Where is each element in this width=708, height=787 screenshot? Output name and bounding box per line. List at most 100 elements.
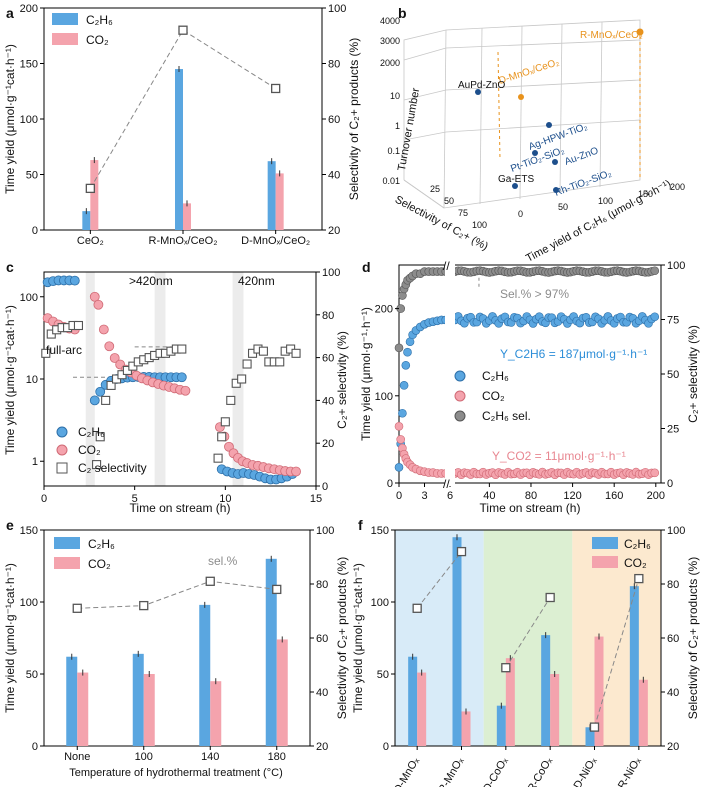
legend-label-c2h6-f: C₂H₆ [624,537,651,551]
xcategory-3: 180 [268,751,286,763]
ytick-label-3: 150 [371,525,389,537]
yticks-b: 0 50 100 150 200 [518,182,685,219]
chart-f: D-MnOₓ R-MnOₓ D-CoOₓ R-CoOₓ D-NiOₓ R-NiOₓ 0 50 1… [351,525,700,787]
bar-co2-2 [275,173,284,230]
panel-label-a: a [6,5,14,21]
sel-point-33 [258,346,268,356]
legend-swatch-c2h6-a [52,13,78,25]
series0-early-point-4 [401,360,411,370]
bar-co2-3 [276,639,288,746]
xticks-b: 100 75 50 25 [430,184,487,230]
zticks-b: 0.01 0.1 1 10 2000 3000 4000 [380,16,400,186]
annotation-sel-e: sel.% [208,554,238,568]
xcategory-1: R-MnOₓ/CeO₂ [149,235,218,247]
sel-point-23 [177,344,187,354]
sel-point-30 [242,359,252,369]
series2-early-point-0 [394,343,404,353]
series0-early-point-5 [403,347,412,357]
y2tick-label-1: 25 [667,424,679,436]
xcategory-3: R-CoOₓ [525,755,555,787]
xtick-right-label-3: 160 [605,490,623,502]
c2h6-point-5 [69,275,80,286]
co2-point-6 [89,291,100,302]
xcategory-1: R-MnOₓ [436,755,466,787]
selectivity-point-0 [72,603,82,613]
ytick-label-1: 50 [26,170,38,182]
legend-marker-co2-d [454,390,466,402]
ytick-label-2: 100 [371,597,389,609]
annotation-co2-d: Y_CO2 = 11μmol·g⁻¹·h⁻¹ [492,449,626,463]
bar-c2h6-0 [82,211,91,230]
legend-label-c2h6-d: C₂H₆ [482,369,509,383]
selectivity-line-e [72,576,282,613]
series-d [394,266,660,480]
sel-point-10 [106,380,116,390]
annotation-full-arc: full-arc [46,343,82,357]
legend-label-c2h6-e: C₂H₆ [88,537,115,551]
xtick-label-1: 75 [458,208,468,218]
xtick-left-label-1: 3 [421,490,427,502]
ytick-label-1: 50 [26,669,38,681]
panel-label-f: f [358,517,363,533]
xcategory-4: D-NiOₓ [572,755,600,787]
legend-swatch-co2-e [54,557,80,569]
point-label-au-zno: Au-ZnO [563,145,600,167]
annotation-c2h6-d: Y_C2H6 = 187μmol·g⁻¹·h⁻¹ [500,347,647,361]
xtick-label-1: 5 [132,493,138,505]
bar-co2-0 [417,672,427,746]
xtick-label-3: 25 [430,184,440,194]
y2label-d: C₂+ selectivity (%) [686,325,700,423]
ytick-label-2: 100 [20,114,38,126]
legend-marker-co2-c [56,444,68,456]
chart-a: 0 50 100 150 200 20 40 60 80 100 C₂H₆ CO₂ Time y… [3,3,361,247]
ticks-e: None 100 140 180 0 50 100 150 20 40 60 80 100 [20,525,335,763]
y2tick-label-4: 100 [328,3,346,15]
xtick-label-2: 10 [219,493,231,505]
ztick-label-1: 0.1 [387,146,400,156]
bar-c2h6-1 [452,537,462,746]
y2tick-label-0: 20 [316,741,328,753]
legend-swatch-co2-f [592,556,618,568]
co2-point-7 [93,299,104,310]
legend-d: C₂H₆ CO₂ C₂H₆ sel. [454,369,531,423]
ztick-label-3: 10 [390,91,400,101]
point-pt-tio2-sio2 [532,150,538,156]
sel-point-26 [220,417,230,427]
y2label-a: Selectivity of C₂+ products (%) [347,38,361,200]
y2tick-label-3: 80 [667,579,679,591]
selectivity-point-5 [634,573,644,584]
bar-co2-0 [90,160,99,230]
selectivity-link-4 [594,578,640,728]
selectivity-point-2 [205,576,215,586]
series2-point-64 [650,266,660,276]
y2tick-label-2: 50 [667,369,679,381]
sel-point-25 [217,432,227,442]
y2tick-label-4: 80 [322,310,334,322]
legend-label-sel-c: C₂ selectivity [78,461,147,475]
series0-early-point-3 [399,381,409,390]
ticks-c: 0 5 10 15 1 10 100 0 20 40 60 80 100 [20,267,341,505]
selectivity-point-0 [85,183,95,194]
xcategory-1: 100 [135,751,153,763]
selectivity-line [89,29,276,189]
ztick-label-4: 2000 [380,58,400,68]
ylabel-b: Time yield of C₂H₆ (μmol·g⁻¹·h⁻¹) [524,178,673,265]
legend-marker-c2h6-c [56,426,68,438]
bar-co2-3 [550,674,560,746]
sel-point-24 [213,453,223,463]
xcategory-5: R-NiOₓ [616,755,644,787]
y2tick-label-3: 75 [667,315,679,327]
annotation-420: 420nm [238,274,275,288]
bar-c2h6-2 [199,604,211,746]
selectivity-points-f [412,546,644,732]
legend-label-co2-a: CO₂ [86,33,109,47]
ylabel-e: Time yield (μmol·g⁻¹cat·h⁻¹) [3,563,17,713]
co2-point-39 [291,466,301,477]
bar-c2h6-0 [66,656,78,746]
selectivity-link-0 [416,551,462,609]
yticks-a: 0 50 100 150 200 [20,3,277,237]
selectivity-point-1 [456,546,467,557]
selectivity-point-1 [139,600,149,611]
ytick-label-3: 150 [638,189,653,199]
point-label-rh-tio2-sio2: Rh-TiO₂-SiO₂ [553,168,613,199]
